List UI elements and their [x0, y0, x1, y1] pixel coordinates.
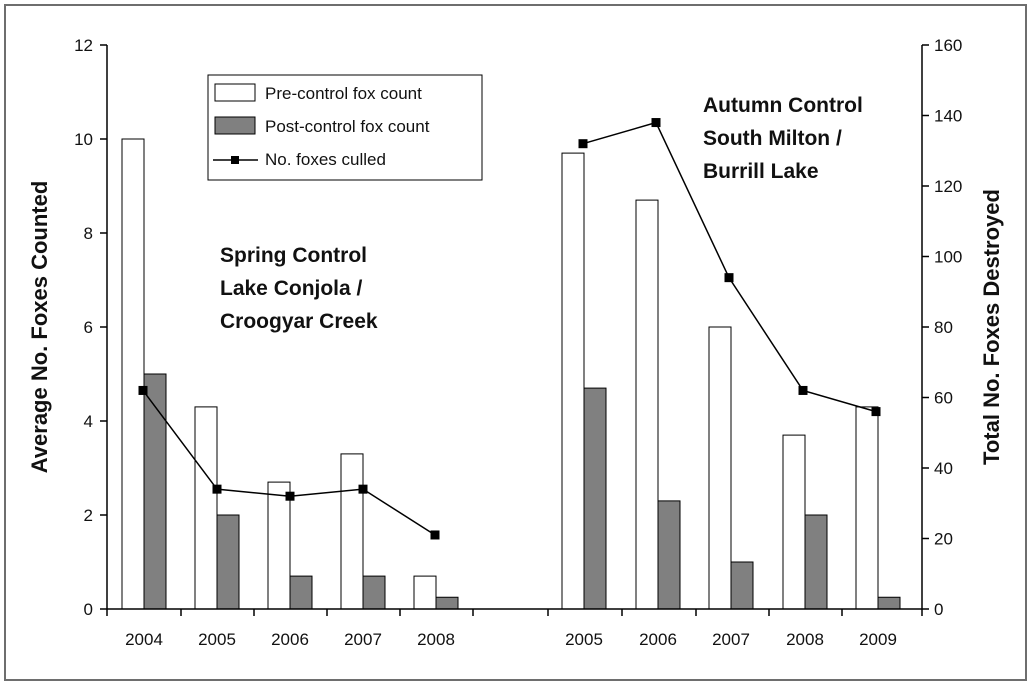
x-tick-label: 2004 [125, 630, 163, 649]
x-tick-label: 2005 [198, 630, 236, 649]
culled-line-layer [138, 118, 881, 540]
bar-post-control-0 [143, 373, 167, 610]
left-y-tick-label: 10 [74, 130, 93, 149]
spring-control-title: Spring Control [220, 244, 367, 267]
left-y-tick-label: 2 [84, 506, 93, 525]
bar-post-control-7 [730, 561, 754, 610]
bars-layer [121, 138, 901, 610]
bar-post-control-9 [877, 596, 901, 610]
legend-swatch-post-control [214, 116, 256, 135]
bar-pre-control-0 [121, 138, 145, 610]
culled-marker-0 [138, 385, 148, 395]
bar-post-control-2 [289, 575, 313, 610]
left-y-axis-title: Average No. Foxes Counted [27, 181, 52, 474]
legend-label-post-control: Post-control fox count [265, 117, 430, 136]
right-y-tick-label: 0 [934, 600, 943, 619]
bar-pre-control-1 [194, 406, 218, 610]
bar-pre-control-2 [267, 481, 291, 610]
legend-swatch-culled-marker [231, 156, 239, 164]
left-y-tick-label: 12 [74, 36, 93, 55]
x-tick-label: 2008 [417, 630, 455, 649]
bar-post-control-6 [657, 500, 681, 610]
x-tick-label: 2008 [786, 630, 824, 649]
x-tick-label: 2007 [712, 630, 750, 649]
autumn-control-title: Autumn Control [703, 94, 863, 117]
bar-pre-control-4 [413, 575, 437, 610]
x-tick-label: 2006 [271, 630, 309, 649]
bar-pre-control-5 [561, 152, 585, 610]
x-tick-label: 2007 [344, 630, 382, 649]
right-y-tick-label: 80 [934, 318, 953, 337]
bar-post-control-3 [362, 575, 386, 610]
culled-marker-9 [871, 407, 881, 417]
culled-marker-3 [358, 484, 368, 494]
right-y-tick-label: 160 [934, 36, 962, 55]
spring-control-site-2: Croogyar Creek [220, 310, 378, 333]
culled-marker-6 [651, 118, 661, 128]
legend: Pre-control fox count Post-control fox c… [207, 74, 483, 181]
right-y-axis-title: Total No. Foxes Destroyed [979, 189, 1004, 465]
bar-pre-control-6 [635, 199, 659, 610]
left-y-tick-label: 8 [84, 224, 93, 243]
autumn-control-site-1: South Milton / [703, 127, 842, 150]
right-y-tick-label: 120 [934, 177, 962, 196]
culled-marker-2 [285, 491, 295, 501]
right-y-tick-label: 20 [934, 530, 953, 549]
left-y-tick-label: 6 [84, 318, 93, 337]
spring-control-site-1: Lake Conjola / [220, 277, 363, 300]
autumn-control-annotation: Autumn Control South Milton / Burrill La… [703, 94, 863, 183]
culled-marker-7 [724, 273, 734, 283]
culled-marker-5 [578, 139, 588, 149]
bar-pre-control-3 [340, 453, 364, 610]
bar-post-control-1 [216, 514, 240, 610]
legend-label-culled: No. foxes culled [265, 150, 386, 169]
bar-post-control-4 [435, 596, 459, 610]
autumn-control-site-2: Burrill Lake [703, 160, 819, 183]
x-tick-label: 2006 [639, 630, 677, 649]
culled-marker-8 [798, 385, 808, 395]
right-y-tick-label: 40 [934, 459, 953, 478]
bar-post-control-8 [804, 514, 828, 610]
legend-swatch-pre-control [214, 83, 256, 102]
x-tick-label: 2005 [565, 630, 603, 649]
left-y-tick-label: 4 [84, 412, 93, 431]
legend-label-pre-control: Pre-control fox count [265, 84, 422, 103]
bar-pre-control-8 [782, 434, 806, 610]
bar-pre-control-9 [855, 406, 879, 610]
right-y-tick-label: 100 [934, 248, 962, 267]
spring-control-annotation: Spring Control Lake Conjola / Croogyar C… [220, 244, 378, 333]
left-y-tick-label: 0 [84, 600, 93, 619]
right-y-tick-label: 140 [934, 107, 962, 126]
culled-marker-1 [212, 484, 222, 494]
right-y-tick-label: 60 [934, 389, 953, 408]
culled-marker-4 [430, 530, 440, 540]
bar-post-control-5 [583, 387, 607, 610]
bar-pre-control-7 [708, 326, 732, 610]
x-tick-label: 2009 [859, 630, 897, 649]
